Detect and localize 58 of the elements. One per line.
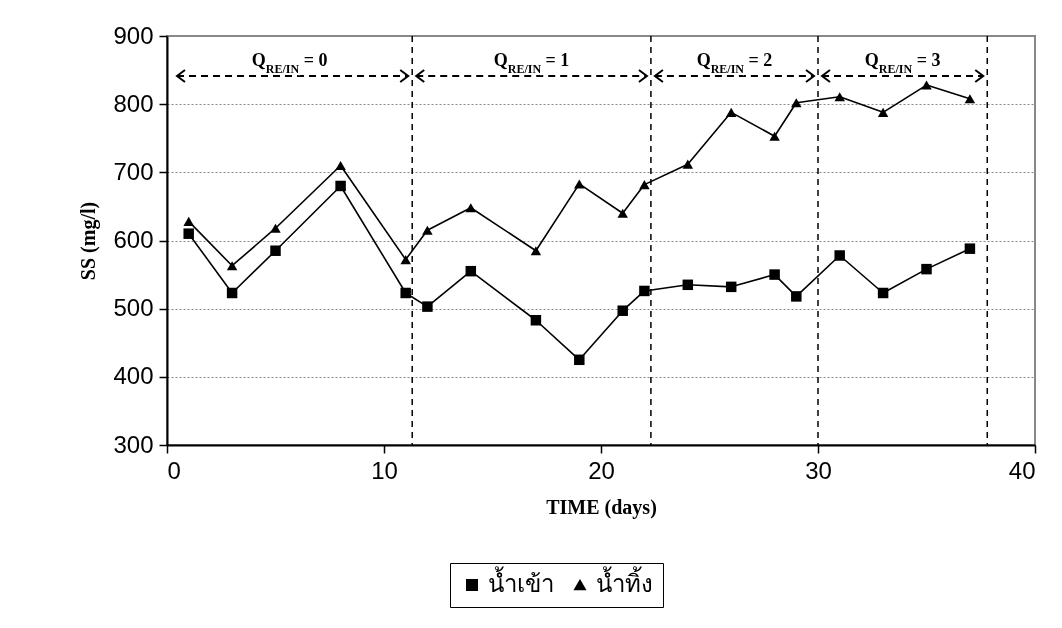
- y-tick-label: 800: [113, 89, 154, 117]
- point: [574, 354, 585, 366]
- point: [530, 315, 542, 326]
- point: [639, 285, 650, 297]
- point: [226, 287, 238, 299]
- x-axis-title: TIME (days): [546, 495, 657, 519]
- y-axis-title: SS (mg/l): [77, 201, 101, 281]
- y-tick-label: 500: [113, 294, 154, 322]
- x-tick-label: 0: [167, 456, 181, 484]
- point: [465, 203, 477, 213]
- point: [791, 98, 802, 108]
- point: [574, 179, 585, 189]
- point: [725, 107, 737, 117]
- point: [791, 291, 802, 302]
- point: [422, 301, 433, 312]
- y-tick-label: 700: [113, 157, 154, 185]
- point: [270, 245, 281, 256]
- point: [617, 305, 628, 316]
- y-tick-label: 400: [113, 362, 154, 390]
- annotation: Q$_{RE/IN}$ = 3: [864, 50, 941, 76]
- point: [183, 228, 194, 239]
- point: [335, 180, 346, 192]
- point: [769, 131, 780, 141]
- y-tick-label: 600: [113, 226, 154, 253]
- point: [877, 107, 889, 117]
- point: [725, 281, 737, 293]
- point: [465, 265, 477, 277]
- point: [769, 269, 780, 280]
- annotation: Q$_{RE/IN}$ = 1: [493, 50, 570, 76]
- point: [226, 261, 238, 271]
- point: [530, 246, 542, 256]
- point: [422, 225, 433, 235]
- point: [834, 250, 845, 261]
- annotation: Q$_{RE/IN}$ = 0: [251, 50, 328, 76]
- x-tick-label: 40: [1008, 456, 1036, 484]
- point: [270, 223, 281, 233]
- x-tick-label: 10: [371, 456, 398, 484]
- point: [877, 287, 889, 299]
- point: [400, 287, 411, 299]
- y-tick-label: 900: [113, 21, 154, 49]
- point: [682, 159, 694, 169]
- point: [335, 160, 346, 171]
- point: [921, 80, 932, 90]
- x-tick-label: 30: [805, 456, 832, 484]
- y-tick-label: 300: [113, 430, 154, 458]
- point: [400, 255, 411, 265]
- point: [183, 216, 194, 226]
- point: [682, 279, 694, 291]
- point: [964, 94, 976, 104]
- point: [617, 208, 628, 218]
- point: [921, 263, 932, 275]
- x-tick-label: 20: [588, 456, 615, 484]
- legend-label: น้ำทิ้ง: [596, 566, 653, 597]
- point: [964, 243, 976, 254]
- point: [834, 92, 845, 102]
- legend-label: น้ำเข้า: [488, 566, 554, 597]
- annotation: Q$_{RE/IN}$ = 2: [696, 50, 773, 76]
- point: [639, 180, 650, 190]
